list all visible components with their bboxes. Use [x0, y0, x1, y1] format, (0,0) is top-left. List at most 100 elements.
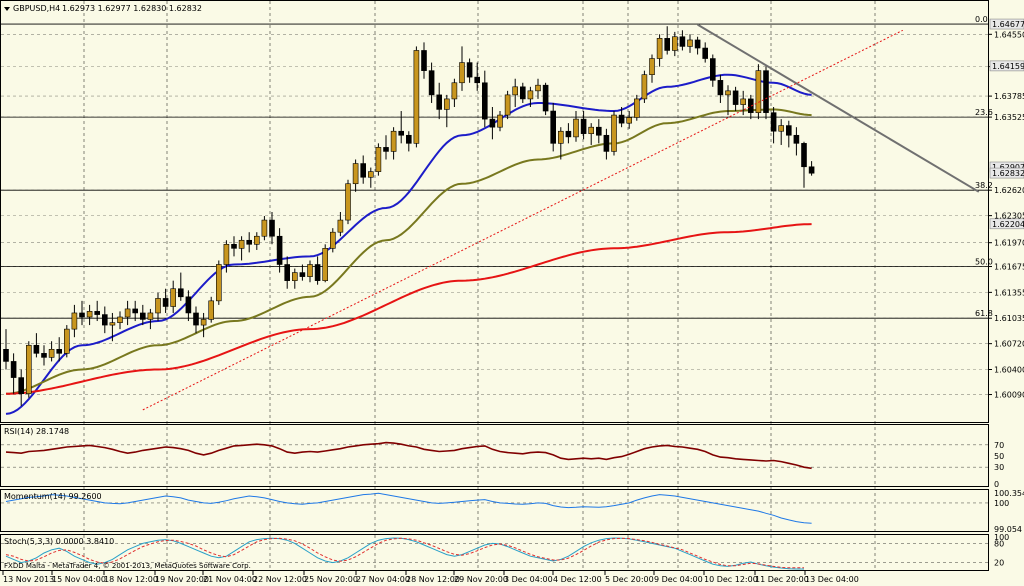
candle-body-bear	[276, 235, 283, 265]
candle-body-bull	[497, 114, 503, 128]
candle-body-bear	[3, 349, 9, 362]
candle-body-bear	[102, 314, 108, 326]
candle	[86, 304, 93, 326]
moving-average-line-1	[5, 108, 812, 395]
x-tick-label: 13 Dec 04:00	[805, 575, 859, 584]
candle	[117, 311, 123, 330]
x-tick-label: 4 Dec 12:00	[553, 575, 602, 584]
candle	[314, 256, 321, 285]
candle-body-bear	[94, 311, 100, 315]
main-panel-frame	[0, 0, 989, 423]
candle	[641, 70, 648, 103]
price-tag-label: 1.62907	[992, 163, 1024, 172]
candle-body-bull	[725, 90, 731, 96]
candle-body-bull	[367, 171, 374, 178]
candle-body-bull	[535, 84, 541, 92]
rsi-axis-label: 30	[994, 463, 1004, 472]
candle-body-bull	[573, 118, 579, 138]
candle	[451, 78, 458, 107]
rsi-line	[5, 441, 812, 470]
candle	[725, 85, 731, 116]
x-tick-label: 22 Nov 12:00	[253, 575, 307, 584]
candle-body-bull	[329, 231, 336, 249]
candle-body-bear	[231, 244, 237, 249]
candle-body-bear	[33, 344, 40, 354]
candle-body-bear	[808, 166, 815, 174]
x-tick-label: 13 Nov 2013	[3, 575, 54, 584]
dropdown-triangle-icon[interactable]	[4, 7, 10, 11]
candle-body-bear	[10, 361, 17, 378]
trendlines	[142, 23, 980, 411]
candle	[18, 369, 25, 406]
candle-body-bull	[254, 235, 260, 245]
candle	[732, 86, 739, 112]
candle-body-bull	[337, 219, 344, 233]
candle-body-bear	[269, 219, 275, 237]
candle	[390, 127, 397, 160]
candle-body-bull	[443, 98, 450, 110]
candle-body-bear	[580, 118, 587, 134]
candle-body-bear	[717, 80, 724, 96]
candle	[25, 341, 32, 398]
candle	[337, 212, 344, 237]
momentum-axis-label: 100.3546	[994, 489, 1024, 498]
indicator-lines	[5, 73, 812, 415]
stochastic-panel-frame	[0, 534, 989, 571]
price-tag-box	[989, 18, 1024, 30]
candle-body-bear	[246, 239, 252, 245]
candle	[459, 46, 465, 91]
candle	[436, 82, 443, 120]
x-tick-label: 5 Dec 20:00	[605, 575, 654, 584]
candle-body-bear	[185, 296, 192, 314]
rsi-panel-frame	[0, 424, 989, 487]
candle	[618, 107, 625, 128]
ohlc-label: 1.62973 1.62977 1.62830 1.62832	[62, 4, 202, 13]
candle	[466, 58, 473, 83]
candle-body-bull	[649, 58, 655, 75]
price-tag-label: 1.64159	[992, 62, 1024, 71]
candle	[10, 353, 17, 394]
candle	[375, 143, 382, 176]
candle-body-bull	[48, 349, 55, 358]
candle-body-bear	[763, 70, 769, 113]
candle-body-bear	[79, 312, 85, 318]
candle	[740, 90, 747, 116]
candle	[527, 86, 534, 107]
price-axis: 1.645501.641501.637851.635251.626201.623…	[988, 18, 1024, 400]
candle	[793, 127, 800, 156]
candle-body-bull	[557, 130, 564, 144]
y-tick-label: 1.60400	[994, 366, 1024, 375]
candle-body-bull	[322, 248, 329, 281]
candle	[405, 131, 412, 152]
y-tick-label: 1.64550	[994, 30, 1024, 39]
candle	[56, 337, 63, 362]
candle-body-bear	[466, 62, 473, 78]
candle	[79, 300, 85, 326]
candle	[284, 256, 291, 289]
panel-frames	[0, 0, 989, 571]
candle-body-bear	[550, 110, 557, 144]
candle-body-bull	[216, 264, 222, 302]
stoch-axis-label: 100	[994, 533, 1009, 542]
candle-body-bull	[626, 117, 633, 124]
candle	[588, 123, 595, 145]
candle	[162, 288, 169, 313]
candle-body-bull	[155, 298, 161, 314]
y-tick-label: 1.61970	[994, 239, 1024, 248]
candle-body-bull	[261, 219, 268, 237]
candle-body-bear	[284, 264, 291, 281]
y-tick-label: 1.61355	[994, 288, 1024, 297]
x-tick-label: 11 Dec 20:00	[755, 575, 809, 584]
candle	[291, 268, 298, 289]
y-tick-label: 1.61035	[994, 314, 1024, 323]
candle-body-bear	[702, 47, 709, 59]
momentum-panel-frame	[0, 489, 989, 532]
candle	[489, 107, 496, 140]
candle	[208, 296, 214, 323]
x-tick-label: 21 Nov 04:00	[203, 575, 257, 584]
candle	[504, 90, 511, 120]
momentum-axis-label: 99.054	[994, 525, 1022, 534]
candle	[322, 244, 329, 283]
candle-body-bear	[436, 94, 443, 110]
